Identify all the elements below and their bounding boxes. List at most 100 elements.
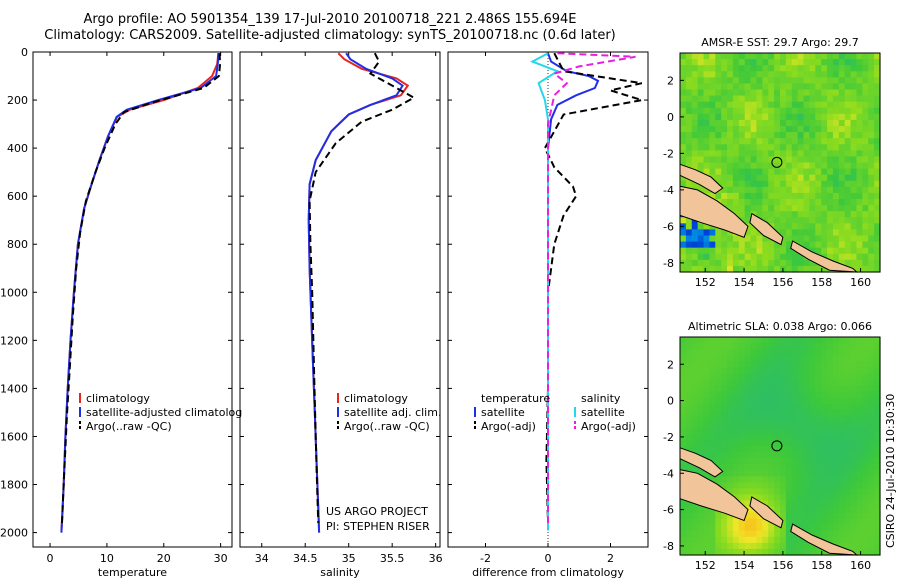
map-cell	[856, 101, 863, 109]
map-cell	[774, 126, 781, 133]
legend-label: satellite-adjusted climatolog	[86, 406, 242, 419]
map-cell	[868, 150, 875, 158]
map-cell	[697, 241, 705, 249]
y-tick-label: 0	[667, 111, 674, 124]
map-cell	[844, 241, 852, 249]
map-cell	[832, 101, 840, 109]
map-cell	[821, 186, 828, 194]
map-cell	[685, 379, 693, 387]
map-cell	[780, 77, 787, 85]
map-cell	[768, 343, 775, 350]
map-cell	[862, 367, 869, 374]
map-cell	[727, 349, 734, 356]
map-cell	[827, 452, 834, 459]
map-cell	[727, 144, 734, 151]
map-cell	[697, 337, 705, 344]
map-cell	[797, 446, 805, 453]
map-cell	[703, 530, 711, 538]
map-cell	[738, 337, 746, 344]
map-cell	[750, 259, 758, 267]
map-cell	[721, 385, 728, 393]
map-cell	[744, 548, 752, 556]
legend-label: Argo(-adj)	[481, 420, 536, 433]
map-cell	[732, 83, 740, 91]
map-cell	[768, 211, 775, 218]
map-cell	[874, 83, 881, 91]
map-cell	[868, 156, 875, 164]
map-cell	[762, 476, 769, 483]
map-cell	[697, 132, 705, 139]
map-cell	[756, 180, 763, 188]
map-cell	[785, 337, 793, 344]
map-cell	[691, 446, 699, 453]
map-cell	[797, 235, 805, 243]
map-cell	[738, 379, 746, 387]
map-cell	[680, 144, 687, 151]
map-cell	[803, 95, 811, 103]
map-cell	[785, 119, 793, 127]
map-cell	[697, 95, 705, 103]
map-cell	[856, 415, 863, 423]
map-cell	[715, 192, 722, 200]
map-cell	[680, 71, 687, 78]
map-cell	[791, 373, 799, 380]
map-cell	[797, 415, 805, 423]
map-cell	[738, 95, 746, 103]
map-cell	[809, 211, 816, 218]
map-cell	[815, 126, 822, 133]
map-cell	[768, 59, 775, 66]
map-cell	[680, 530, 687, 538]
map-cell	[821, 548, 828, 556]
map-cell	[721, 421, 728, 429]
map-cell	[732, 397, 740, 405]
map-cell	[780, 156, 787, 164]
map-cell	[703, 77, 711, 85]
map-cell	[750, 355, 758, 362]
map-cell	[715, 536, 722, 544]
map-cell	[785, 403, 793, 411]
map-cell	[821, 101, 828, 109]
map-cell	[691, 524, 699, 532]
map-cell	[791, 446, 799, 453]
map-cell	[703, 379, 711, 387]
map-cell	[838, 241, 846, 249]
map-cell	[874, 162, 881, 170]
map-cell	[762, 101, 769, 109]
map-cell	[821, 53, 828, 60]
map-cell	[868, 385, 875, 393]
map-cell	[727, 83, 734, 91]
map-cell	[680, 548, 687, 556]
map-cell	[821, 373, 828, 380]
map-cell	[809, 452, 816, 459]
map-cell	[709, 385, 716, 393]
map-cell	[685, 421, 693, 429]
map-cell	[744, 156, 752, 164]
map-cell	[809, 439, 816, 447]
map-cell	[721, 83, 728, 91]
map-cell	[785, 397, 793, 405]
map-cell	[697, 409, 705, 417]
map-cell	[727, 409, 734, 417]
map-cell	[721, 482, 728, 489]
map-cell	[727, 235, 734, 243]
map-cell	[803, 180, 811, 188]
map-cell	[803, 470, 811, 477]
map-cell	[856, 113, 863, 121]
map-cell	[762, 65, 769, 72]
map-cell	[691, 89, 699, 97]
map-cell	[850, 397, 858, 405]
map-cell	[750, 385, 758, 393]
map-cell	[727, 205, 734, 212]
map-cell	[744, 397, 752, 405]
legend-label: temperature	[481, 392, 550, 405]
map-cell	[838, 506, 846, 514]
map-cell	[768, 476, 775, 483]
map-cell	[715, 542, 722, 550]
map-cell	[680, 83, 687, 91]
map-cell	[838, 512, 846, 520]
map-cell	[821, 95, 828, 103]
map-cell	[827, 156, 834, 164]
map-cell	[732, 524, 740, 532]
map-cell	[697, 470, 705, 477]
